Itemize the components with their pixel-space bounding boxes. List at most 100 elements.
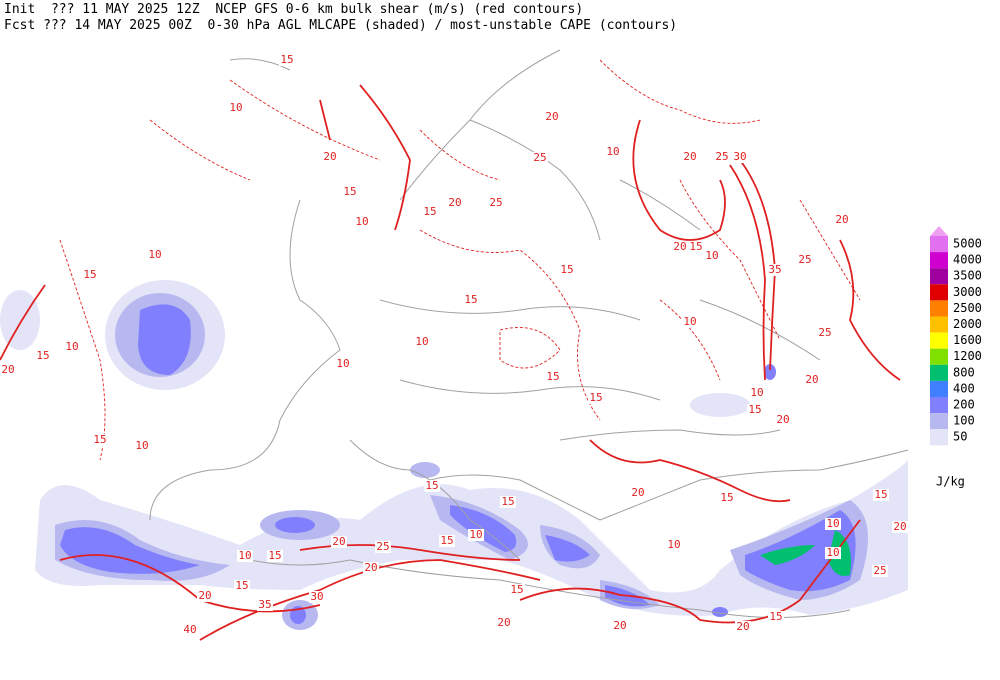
contour-label: 20: [364, 561, 377, 574]
label-bg: [719, 492, 735, 504]
label-bg: [363, 562, 379, 574]
contour-label: 15: [560, 263, 573, 276]
contour-label: 20: [198, 589, 211, 602]
contour-label: 20: [736, 620, 749, 633]
label-bg: [35, 350, 51, 362]
contour-label: 30: [310, 590, 323, 603]
legend-label: 3500: [953, 269, 982, 283]
contour-label: 10: [469, 528, 482, 541]
contour-label: 20: [1, 363, 14, 376]
label-bg: [666, 539, 682, 551]
label-bg: [892, 521, 908, 533]
legend-swatch: [930, 284, 948, 301]
contour-label: 15: [589, 391, 602, 404]
contour-label: 10: [826, 517, 839, 530]
label-bg: [749, 387, 765, 399]
label-bg: [147, 249, 163, 261]
contour-label: 15: [546, 370, 559, 383]
label-bg: [0, 364, 16, 376]
label-bg: [447, 197, 463, 209]
label-bg: [817, 327, 833, 339]
contour-label: 15: [440, 534, 453, 547]
coastlines-borders: [149, 49, 909, 618]
label-bg: [257, 599, 273, 611]
contour-label: 35: [768, 263, 781, 276]
legend-swatch: [930, 316, 948, 333]
legend-label: 5000: [953, 237, 982, 251]
label-bg: [182, 624, 198, 636]
legend-label: 100: [953, 414, 975, 428]
contour-label: 10: [135, 439, 148, 452]
contour-label: 10: [148, 248, 161, 261]
header-line: Fcst ??? 14 MAY 2025 00Z 0-30 hPa AGL ML…: [4, 18, 677, 33]
label-bg: [672, 241, 688, 253]
contour-label: 35: [258, 598, 271, 611]
contour-label: 15: [425, 479, 438, 492]
contour-label: 15: [93, 433, 106, 446]
legend-label: 4000: [953, 253, 982, 267]
label-bg: [732, 151, 748, 163]
label-bg: [804, 374, 820, 386]
label-bg: [704, 250, 720, 262]
legend-label: 3000: [953, 285, 982, 299]
legend-label: 2500: [953, 301, 982, 315]
contour-label: 10: [705, 249, 718, 262]
contour-label: 40: [183, 623, 196, 636]
contour-label: 15: [510, 583, 523, 596]
label-bg: [688, 241, 704, 253]
contour-label: 10: [336, 357, 349, 370]
legend-label: 50: [953, 430, 967, 444]
legend-label: 800: [953, 365, 975, 379]
contour-label: 15: [874, 488, 887, 501]
contour-label: 20: [631, 486, 644, 499]
label-bg: [682, 151, 698, 163]
label-bg: [82, 269, 98, 281]
label-bg: [228, 102, 244, 114]
label-bg: [197, 590, 213, 602]
contour-label: 20: [805, 373, 818, 386]
label-bg: [747, 404, 763, 416]
label-bg: [279, 54, 295, 66]
contour-label: 10: [826, 546, 839, 559]
contour-label: 20: [835, 213, 848, 226]
label-bg: [335, 358, 351, 370]
label-bg: [309, 591, 325, 603]
label-bg: [682, 316, 698, 328]
contour-label: 20: [673, 240, 686, 253]
contour-label: 10: [238, 549, 251, 562]
contour-label: 25: [715, 150, 728, 163]
label-bg: [267, 550, 283, 562]
label-bg: [496, 617, 512, 629]
contour-label: 15: [501, 495, 514, 508]
label-bg: [544, 111, 560, 123]
contour-label: 25: [376, 540, 389, 553]
label-bg: [424, 480, 440, 492]
legend-swatch: [930, 252, 948, 269]
label-bg: [559, 264, 575, 276]
label-bg: [322, 151, 338, 163]
contour-label: 25: [873, 564, 886, 577]
legend-label: 2000: [953, 317, 982, 331]
contour-label: 15: [268, 549, 281, 562]
contour-label: 10: [355, 215, 368, 228]
legend-label: 200: [953, 398, 975, 412]
legend-swatch: [930, 236, 948, 253]
contour-label: 20: [545, 110, 558, 123]
label-bg: [532, 152, 548, 164]
contour-label: 15: [280, 53, 293, 66]
label-bg: [872, 565, 888, 577]
label-bg: [735, 621, 751, 633]
label-bg: [545, 371, 561, 383]
contour-label: 20: [893, 520, 906, 533]
label-bg: [422, 206, 438, 218]
contour-label: 15: [720, 491, 733, 504]
contour-label: 10: [415, 335, 428, 348]
legend-swatch: [930, 413, 948, 430]
legend-swatch: [930, 348, 948, 365]
legend-swatch: [930, 300, 948, 317]
label-bg: [92, 434, 108, 446]
contour-label: 10: [683, 315, 696, 328]
label-bg: [825, 547, 841, 559]
